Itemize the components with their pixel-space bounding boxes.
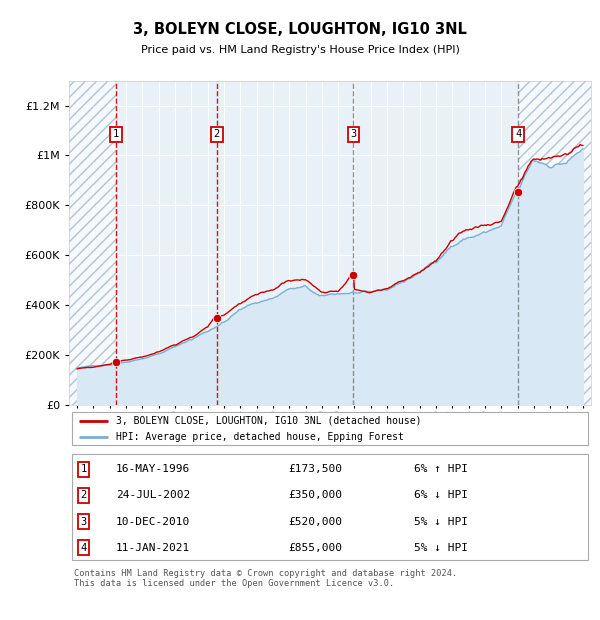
Text: 2: 2: [80, 490, 87, 500]
Text: £855,000: £855,000: [288, 543, 342, 553]
FancyBboxPatch shape: [71, 412, 589, 445]
Text: 3: 3: [80, 516, 87, 526]
Text: Price paid vs. HM Land Registry's House Price Index (HPI): Price paid vs. HM Land Registry's House …: [140, 45, 460, 55]
Text: 5% ↓ HPI: 5% ↓ HPI: [413, 516, 467, 526]
Text: 6% ↑ HPI: 6% ↑ HPI: [413, 464, 467, 474]
Text: 3: 3: [350, 129, 356, 139]
Bar: [69, 81, 116, 405]
Text: 16-MAY-1996: 16-MAY-1996: [116, 464, 190, 474]
Text: £520,000: £520,000: [288, 516, 342, 526]
Text: 1: 1: [80, 464, 87, 474]
Text: 6% ↓ HPI: 6% ↓ HPI: [413, 490, 467, 500]
Text: £350,000: £350,000: [288, 490, 342, 500]
Text: 1: 1: [113, 129, 119, 139]
Bar: [518, 81, 591, 405]
Text: 2: 2: [214, 129, 220, 139]
Text: 3, BOLEYN CLOSE, LOUGHTON, IG10 3NL (detached house): 3, BOLEYN CLOSE, LOUGHTON, IG10 3NL (det…: [116, 416, 421, 426]
Text: 4: 4: [80, 543, 87, 553]
Text: 5% ↓ HPI: 5% ↓ HPI: [413, 543, 467, 553]
Text: HPI: Average price, detached house, Epping Forest: HPI: Average price, detached house, Eppi…: [116, 432, 404, 442]
Text: Contains HM Land Registry data © Crown copyright and database right 2024.
This d: Contains HM Land Registry data © Crown c…: [74, 569, 457, 588]
Text: 10-DEC-2010: 10-DEC-2010: [116, 516, 190, 526]
Text: 11-JAN-2021: 11-JAN-2021: [116, 543, 190, 553]
Text: 3, BOLEYN CLOSE, LOUGHTON, IG10 3NL: 3, BOLEYN CLOSE, LOUGHTON, IG10 3NL: [133, 22, 467, 37]
Bar: [69, 81, 116, 405]
Bar: [518, 81, 591, 405]
Text: 24-JUL-2002: 24-JUL-2002: [116, 490, 190, 500]
Text: 4: 4: [515, 129, 521, 139]
Text: £173,500: £173,500: [288, 464, 342, 474]
FancyBboxPatch shape: [71, 454, 589, 560]
